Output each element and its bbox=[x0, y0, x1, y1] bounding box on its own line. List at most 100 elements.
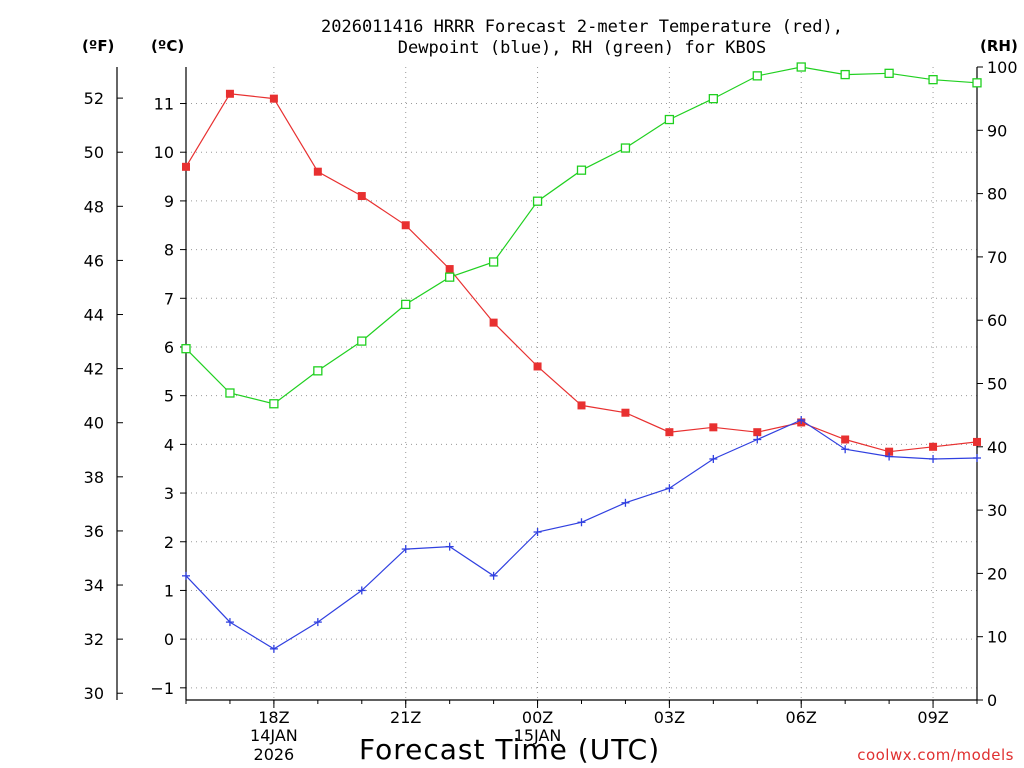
rh-point bbox=[840, 69, 850, 80]
rh-point bbox=[357, 336, 367, 346]
dewpoint-point bbox=[841, 445, 850, 454]
rh-point bbox=[708, 94, 718, 104]
rh-tick-label: 100 bbox=[987, 58, 1018, 77]
rh-point bbox=[620, 143, 631, 153]
celsius-tick-label: −1 bbox=[150, 679, 174, 698]
rh-point bbox=[313, 366, 323, 376]
temperature-point bbox=[577, 401, 586, 410]
fahrenheit-tick-label: 48 bbox=[84, 197, 104, 216]
temperature-point bbox=[929, 442, 938, 451]
dewpoint-point bbox=[225, 618, 234, 627]
x-tick-label: 09Z bbox=[917, 708, 948, 727]
rh-point bbox=[445, 272, 455, 282]
x-tick-sublabel: 15JAN bbox=[514, 726, 562, 745]
rh-point bbox=[796, 62, 806, 72]
temperature-point bbox=[753, 428, 762, 437]
x-tick-label: 03Z bbox=[654, 708, 685, 727]
dewpoint-point bbox=[577, 518, 586, 527]
celsius-tick-label: 3 bbox=[164, 484, 174, 503]
temperature-point bbox=[621, 408, 630, 417]
dewpoint-point bbox=[313, 618, 322, 627]
celsius-tick-label: 9 bbox=[164, 192, 174, 211]
x-tick-label: 00Z bbox=[522, 708, 553, 727]
celsius-tick-label: 1 bbox=[164, 581, 174, 600]
temperature-point bbox=[401, 221, 410, 230]
dewpoint-point bbox=[621, 498, 630, 507]
temperature-point bbox=[665, 428, 674, 437]
fahrenheit-tick-label: 44 bbox=[84, 306, 104, 325]
celsius-tick-label: 7 bbox=[164, 289, 174, 308]
celsius-tick-label: 0 bbox=[164, 630, 174, 649]
x-axis-title: Forecast Time (UTC) bbox=[359, 733, 661, 766]
rh-point bbox=[488, 257, 499, 267]
dewpoint-point bbox=[973, 453, 981, 462]
temperature-point bbox=[841, 435, 850, 444]
x-tick-label: 18Z bbox=[258, 708, 289, 727]
temperature-point bbox=[973, 437, 981, 446]
dewpoint-point bbox=[885, 452, 894, 461]
fahrenheit-tick-label: 40 bbox=[84, 414, 104, 433]
rh-tick-label: 20 bbox=[987, 564, 1007, 583]
temperature-point bbox=[445, 265, 454, 274]
rh-tick-label: 30 bbox=[987, 501, 1007, 520]
fahrenheit-tick-label: 50 bbox=[84, 143, 104, 162]
temperature-point bbox=[269, 94, 278, 103]
rh-tick-label: 0 bbox=[987, 691, 997, 710]
rh-point bbox=[576, 165, 587, 175]
dewpoint-point bbox=[665, 484, 674, 493]
chart-title: 2026011416 HRRR Forecast 2-meter Tempera… bbox=[321, 17, 843, 37]
dewpoint-point bbox=[753, 435, 762, 444]
fahrenheit-tick-label: 46 bbox=[84, 251, 104, 270]
rh-point bbox=[532, 196, 543, 206]
temperature-point bbox=[709, 423, 718, 432]
rh-point bbox=[972, 78, 982, 88]
dewpoint-point bbox=[797, 416, 806, 425]
celsius-tick-label: 6 bbox=[164, 338, 174, 357]
rh-tick-label: 80 bbox=[987, 185, 1007, 204]
rh-point bbox=[664, 114, 675, 125]
temperature-point bbox=[489, 318, 498, 327]
rh-point bbox=[269, 399, 279, 409]
celsius-tick-label: 4 bbox=[164, 435, 174, 454]
x-tick-label: 06Z bbox=[786, 708, 817, 727]
rh-point bbox=[928, 75, 938, 85]
rh-tick-label: 50 bbox=[987, 375, 1007, 394]
rh-tick-label: 10 bbox=[987, 628, 1007, 647]
dewpoint-point bbox=[445, 542, 454, 551]
temperature-point bbox=[313, 167, 322, 176]
rh-point bbox=[225, 388, 235, 398]
rh-point bbox=[884, 68, 894, 78]
rh-unit-label: (RH) bbox=[980, 37, 1018, 55]
celsius-unit-label: (ºC) bbox=[151, 37, 185, 55]
celsius-tick-label: 5 bbox=[164, 387, 174, 406]
source-credit: coolwx.com/models bbox=[857, 746, 1014, 764]
dewpoint-point bbox=[182, 571, 190, 580]
x-tick-year-label: 2026 bbox=[254, 745, 295, 764]
fahrenheit-tick-label: 36 bbox=[84, 522, 104, 541]
fahrenheit-tick-label: 32 bbox=[84, 630, 104, 649]
rh-point bbox=[401, 299, 411, 310]
fahrenheit-tick-label: 30 bbox=[84, 684, 104, 703]
dewpoint-point bbox=[401, 545, 410, 554]
temperature-line bbox=[185, 93, 978, 453]
fahrenheit-tick-label: 38 bbox=[84, 468, 104, 487]
temperature-point bbox=[225, 89, 234, 98]
temperature-point bbox=[533, 362, 542, 371]
dewpoint-point bbox=[709, 454, 718, 463]
fahrenheit-tick-label: 42 bbox=[84, 360, 104, 379]
fahrenheit-tick-label: 52 bbox=[84, 89, 104, 108]
rh-point bbox=[181, 344, 191, 354]
celsius-tick-label: 2 bbox=[164, 533, 174, 552]
temperature-point bbox=[885, 447, 894, 456]
rh-tick-label: 70 bbox=[987, 248, 1007, 267]
dewpoint-point bbox=[489, 571, 498, 580]
x-tick-sublabel: 14JAN bbox=[250, 726, 298, 745]
dewpoint-line bbox=[185, 419, 978, 650]
temperature-point bbox=[357, 192, 366, 201]
celsius-tick-label: 10 bbox=[154, 143, 174, 162]
celsius-tick-label: 8 bbox=[164, 241, 174, 260]
rh-point bbox=[752, 71, 762, 81]
rh-tick-label: 90 bbox=[987, 121, 1007, 140]
rh-line bbox=[185, 66, 978, 405]
